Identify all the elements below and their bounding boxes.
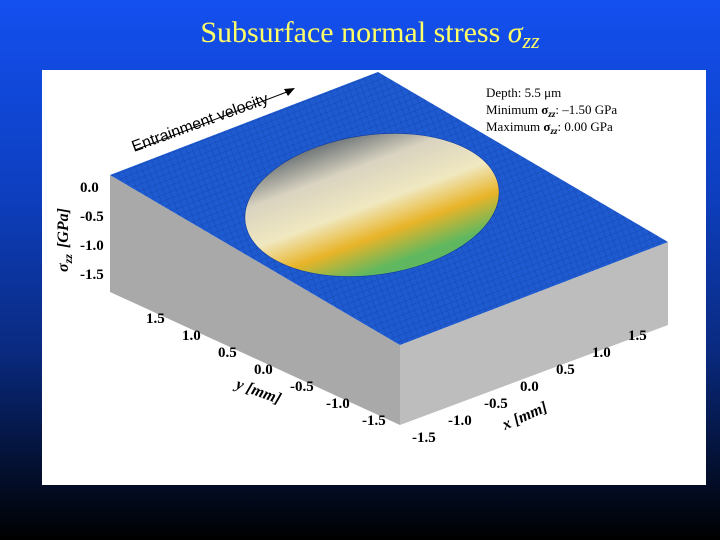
x-tick-label: -0.5 [484,396,508,412]
info-label: Maximum [486,119,543,134]
info-symbol: σ [543,119,550,134]
z-tick-label: -0.5 [80,209,104,225]
x-tick-label: 0.5 [556,362,575,378]
y-ticks: 1.5 1.0 0.5 0.0 -0.5 -1.0 -1.5 [146,311,386,429]
info-line: Minimum σzz: –1.50 GPa [486,102,617,119]
info-label: Depth: 5.5 μm [486,85,561,100]
left-face [110,175,400,425]
arrow-head [284,88,295,96]
y-tick-label: 0.0 [254,362,273,378]
x-ticks: -1.5 -1.0 -0.5 0.0 0.5 1.0 1.5 [412,328,647,446]
z-tick-label: -1.0 [80,238,104,254]
info-subscript: zz [550,126,559,136]
info-line: Depth: 5.5 μm [486,85,561,100]
y-tick-label: 0.5 [218,345,237,361]
y-tick-label: 1.0 [182,328,201,344]
info-subscript: zz [547,109,556,119]
y-tick-label: -1.5 [362,413,386,429]
title-symbol: σ [508,16,524,49]
x-tick-label: 1.0 [592,345,611,361]
z-tick-label: -1.5 [80,267,104,283]
x-tick-label: -1.5 [412,430,436,446]
slide-title: Subsurface normal stress σzz [200,16,540,53]
z-subscript: zz [61,254,75,265]
y-tick-label: 1.5 [146,311,165,327]
title-text: Subsurface normal stress [200,16,500,49]
z-tick-label: 0.0 [80,180,99,196]
info-symbol: σ [541,102,548,117]
title-subscript: zz [522,28,541,53]
y-tick-label: -1.0 [326,396,350,412]
x-tick-label: 0.0 [520,379,539,395]
arrow-line [134,89,293,151]
info-value: : 0.00 GPa [558,119,613,134]
x-tick-label: 1.5 [628,328,647,344]
y-tick-label: -0.5 [290,379,314,395]
right-face [400,242,668,425]
z-ticks: 0.0 -0.5 -1.0 -1.5 [80,180,104,283]
info-value: : –1.50 GPa [555,102,617,117]
z-unit: [GPa] [55,208,72,248]
info-line: Maximum σzz: 0.00 GPa [486,119,613,136]
info-label: Minimum [486,102,541,117]
z-axis-label: σzz [GPa] [55,208,75,272]
z-symbol: σ [55,263,72,272]
x-tick-label: -1.0 [448,413,472,429]
stress-crater [244,133,500,277]
